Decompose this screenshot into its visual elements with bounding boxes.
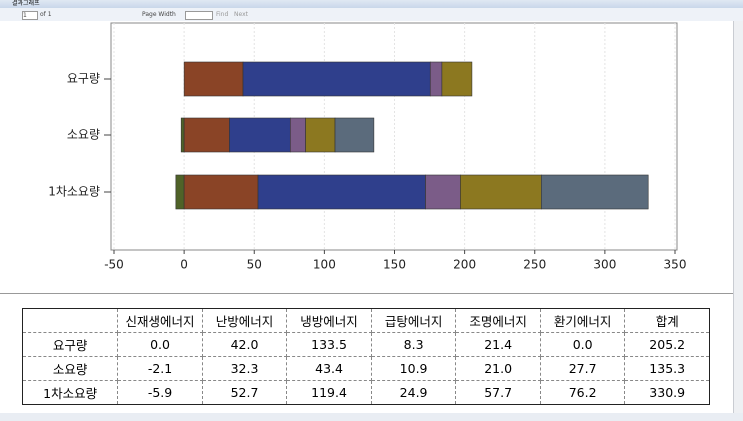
bar-segment	[175, 174, 185, 210]
bar-segment	[242, 61, 431, 97]
data-cell: 43.4	[286, 356, 372, 381]
data-table: 신재생에너지 난방에너지 냉방에너지 급탕에너지 조명에너지 환기에너지 합계 요구량 0.0 4…	[21, 308, 710, 405]
bar-segment	[183, 117, 230, 153]
x-tick-label: 50	[247, 258, 262, 272]
data-cell: 52.7	[201, 380, 288, 405]
bar-segment	[257, 174, 426, 210]
next-button[interactable]: Next	[234, 11, 248, 18]
header-cell: 급탕에너지	[370, 308, 457, 333]
page-count: of 1	[40, 11, 52, 18]
page-input[interactable]: 1	[22, 11, 38, 20]
x-tick-label: 350	[664, 258, 687, 272]
bar-segment	[429, 61, 443, 97]
data-cell: 0.0	[539, 332, 626, 357]
bar-segment	[183, 174, 259, 210]
window-title: 결과그래프	[12, 0, 40, 7]
data-cell: 0.0	[117, 332, 203, 357]
y-tick-label: 요구량	[67, 72, 100, 86]
bar-segment	[334, 117, 375, 153]
data-cell: 57.7	[455, 380, 541, 405]
bar-segment	[425, 174, 461, 210]
corner-cell	[21, 308, 119, 333]
data-cell: -2.1	[117, 356, 203, 381]
y-tick-label: 소요량	[67, 128, 100, 142]
scrollbar[interactable]	[733, 21, 743, 413]
data-cell: 24.9	[370, 380, 457, 405]
data-row: 소요량 -2.1 32.3 43.4 10.9 21.0 27.7 135.3	[21, 356, 710, 381]
bar-segment	[180, 117, 185, 153]
data-cell: -5.9	[117, 380, 203, 405]
bar-segment	[289, 117, 306, 153]
data-cell: 133.5	[286, 332, 372, 357]
data-cell: 119.4	[286, 380, 372, 405]
find-input[interactable]	[185, 11, 213, 20]
data-cell: 27.7	[539, 356, 626, 381]
data-cell: 32.3	[201, 356, 288, 381]
bar-segment	[183, 61, 244, 97]
header-cell: 합계	[624, 308, 710, 333]
data-cell: 21.4	[455, 332, 541, 357]
data-cell: 135.3	[624, 356, 710, 381]
data-cell: 10.9	[370, 356, 457, 381]
header-cell: 환기에너지	[539, 308, 626, 333]
y-tick-label: 1차소요량	[48, 185, 100, 199]
x-tick-label: 300	[593, 258, 616, 272]
bar-segment	[229, 117, 291, 153]
data-row: 1차소요량 -5.9 52.7 119.4 24.9 57.7 76.2 330.9	[21, 380, 710, 405]
bar-segment	[460, 174, 542, 210]
bar-segment	[305, 117, 336, 153]
x-tick-label: 100	[313, 258, 336, 272]
x-tick-label: 150	[383, 258, 406, 272]
bar-segment	[441, 61, 473, 97]
zoom-select[interactable]: Page Width	[142, 11, 176, 18]
data-cell: 42.0	[201, 332, 288, 357]
data-cell: 8.3	[370, 332, 457, 357]
title-bar: 결과그래프	[0, 0, 743, 8]
header-cell: 조명에너지	[455, 308, 541, 333]
data-cell: 21.0	[455, 356, 541, 381]
x-tick-label: 200	[453, 258, 476, 272]
row-label: 요구량	[21, 332, 119, 357]
header-cell: 난방에너지	[201, 308, 288, 333]
toolbar: 1 of 1 Page Width Find Next	[0, 8, 743, 22]
row-label: 1차소요량	[21, 380, 119, 405]
row-label: 소요량	[21, 356, 119, 381]
x-tick-label: 250	[523, 258, 546, 272]
x-tick-label: 0	[180, 258, 188, 272]
data-cell: 330.9	[624, 380, 710, 405]
data-cell: 76.2	[539, 380, 626, 405]
data-row: 요구량 0.0 42.0 133.5 8.3 21.4 0.0 205.2	[21, 332, 710, 357]
header-cell: 냉방에너지	[286, 308, 372, 333]
bar-segment	[541, 174, 649, 210]
header-row: 신재생에너지 난방에너지 냉방에너지 급탕에너지 조명에너지 환기에너지 합계	[21, 308, 710, 333]
x-tick-label: -50	[104, 258, 124, 272]
header-cell: 신재생에너지	[117, 308, 203, 333]
find-button[interactable]: Find	[216, 11, 229, 18]
data-cell: 205.2	[624, 332, 710, 357]
status-bar	[0, 413, 743, 421]
